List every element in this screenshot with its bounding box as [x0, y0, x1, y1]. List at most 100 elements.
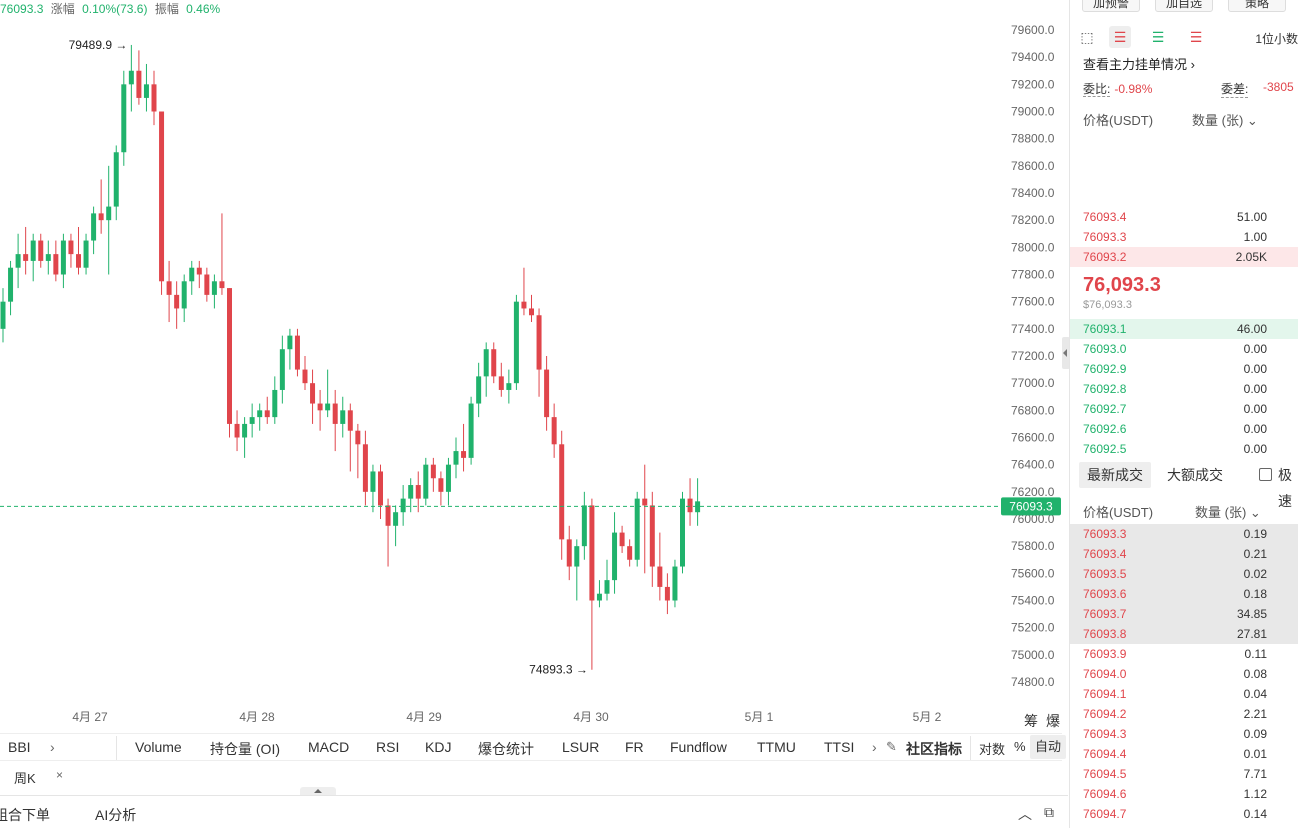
candle-body — [272, 389, 278, 418]
tab-large-trades[interactable]: 大额成交 — [1167, 467, 1223, 483]
candle-body — [143, 84, 149, 98]
kline-chart[interactable]: 79600.0 79400.0 79200.0 79000.0 78800.0 78600… — [0, 0, 1062, 730]
close-icon[interactable]: × — [56, 768, 64, 782]
orderbook-bids-icon[interactable]: ☰ — [1151, 29, 1165, 45]
tab-latest-trades[interactable]: 最新成交 — [1079, 462, 1151, 488]
candle-body — [23, 254, 29, 261]
indicator-volume[interactable]: Volume — [135, 739, 182, 755]
community-indicators[interactable]: 社区指标 — [906, 741, 962, 757]
y-tick-label: 76200.0 — [1011, 485, 1055, 499]
qty-column-header[interactable]: 数量 (张) ⌄ — [1195, 505, 1261, 520]
add-favorite-button[interactable]: 加自选 — [1155, 0, 1213, 12]
percent-scale-toggle[interactable]: % — [1014, 739, 1026, 754]
chevron-up-icon[interactable]: ︿ — [1018, 806, 1032, 822]
candle-body — [642, 498, 648, 506]
main-orders-link[interactable]: 查看主力挂单情况 › — [1083, 54, 1195, 73]
row-qty: 0.00 — [1243, 422, 1267, 436]
chevron-right-icon[interactable]: › — [872, 739, 877, 755]
candle-body — [8, 267, 14, 302]
candle-body — [249, 417, 255, 424]
chevron-right-icon[interactable]: › — [50, 739, 55, 755]
indicator-fundflow[interactable]: Fundflow — [670, 739, 727, 755]
candle-body — [506, 383, 512, 390]
layout-icon[interactable]: ⬚ — [1080, 29, 1094, 45]
indicator-ttmu[interactable]: TTMU — [757, 739, 796, 755]
indicator-fr[interactable]: FR — [625, 739, 644, 755]
precision-select[interactable]: 1位小数 — [1255, 32, 1298, 46]
orderbook-asks-icon[interactable]: ☰ — [1189, 29, 1203, 45]
row-qty: 34.85 — [1236, 607, 1267, 621]
expand-icon[interactable]: ⧉ — [1044, 804, 1054, 820]
trade-row[interactable]: 76094.2 2.21 — [1070, 704, 1298, 724]
bid-row[interactable]: 76093.0 0.00 — [1070, 339, 1298, 359]
indicator-kdj[interactable]: KDJ — [425, 739, 452, 755]
kline-chart-area[interactable]: 79600.0 79400.0 79200.0 79000.0 78800.0 78600… — [0, 0, 1062, 730]
qty-column-header[interactable]: 数量 (张) ⌄ — [1192, 113, 1258, 128]
candle-body — [128, 70, 134, 85]
period-tag[interactable]: 周K — [14, 771, 36, 786]
indicator-ttsi[interactable]: TTSI — [824, 739, 855, 755]
candle-body — [438, 478, 444, 492]
trade-row[interactable]: 76094.5 7.71 — [1070, 764, 1298, 784]
panel-toggle-handle[interactable] — [1062, 337, 1070, 369]
indicator-macd[interactable]: MACD — [308, 739, 350, 755]
bid-row[interactable]: 76093.1 46.00 — [1070, 319, 1298, 339]
candle-body — [355, 430, 361, 445]
diff-label: 委差: — [1221, 82, 1249, 98]
y-tick-label: 79000.0 — [1011, 105, 1055, 119]
log-scale-toggle[interactable]: 对数 — [979, 742, 1006, 757]
trade-row[interactable]: 76093.3 0.19 — [1070, 524, 1298, 544]
low-marker-label: 74893.3 → — [529, 662, 588, 676]
indicator-rsi[interactable]: RSI — [376, 739, 400, 755]
bid-row[interactable]: 76092.9 0.00 — [1070, 359, 1298, 379]
indicator-oi[interactable]: 持仓量 (OI) — [210, 741, 280, 757]
trade-row[interactable]: 76094.6 1.12 — [1070, 784, 1298, 804]
candle-body — [604, 580, 610, 594]
orderbook-both-icon[interactable]: ☰ — [1109, 26, 1131, 48]
y-tick-label: 76600.0 — [1011, 431, 1055, 445]
ask-row[interactable]: 76093.3 1.00 — [1070, 227, 1298, 247]
candle-body — [619, 532, 625, 547]
row-qty: 0.21 — [1243, 547, 1267, 561]
ai-analysis-tab[interactable]: AI分析 — [95, 807, 137, 823]
bid-row[interactable]: 76092.8 0.00 — [1070, 379, 1298, 399]
extreme-checkbox[interactable] — [1259, 468, 1272, 481]
trade-row[interactable]: 76093.8 27.81 — [1070, 624, 1298, 644]
combo-order-tab[interactable]: 组合下单 — [0, 807, 50, 823]
candle-body — [53, 254, 59, 275]
trade-row[interactable]: 76094.0 0.08 — [1070, 664, 1298, 684]
trade-row[interactable]: 76093.5 0.02 — [1070, 564, 1298, 584]
trade-row[interactable]: 76093.4 0.21 — [1070, 544, 1298, 564]
ask-row[interactable]: 76093.2 2.05K — [1070, 247, 1298, 267]
trade-row[interactable]: 76093.6 0.18 — [1070, 584, 1298, 604]
chips-button[interactable]: 筹 — [1024, 713, 1038, 729]
indicator-bbi[interactable]: BBI — [8, 739, 31, 755]
strategy-button[interactable]: 策略 — [1228, 0, 1286, 12]
candle-body — [264, 410, 270, 418]
trade-row[interactable]: 76094.7 0.14 — [1070, 804, 1298, 824]
trade-row[interactable]: 76094.3 0.09 — [1070, 724, 1298, 744]
auto-scale-button[interactable]: 自动 — [1030, 735, 1066, 759]
bid-row[interactable]: 76092.6 0.00 — [1070, 419, 1298, 439]
ask-row[interactable]: 76093.4 51.00 — [1070, 207, 1298, 227]
y-tick-label: 78000.0 — [1011, 240, 1055, 254]
add-alert-button[interactable]: 加预警 — [1082, 0, 1140, 12]
row-qty: 2.21 — [1243, 707, 1267, 721]
candle-body — [151, 84, 157, 112]
row-qty: 0.04 — [1243, 687, 1267, 701]
trade-row[interactable]: 76094.4 0.01 — [1070, 744, 1298, 764]
collapse-handle[interactable] — [300, 787, 336, 795]
candle-body — [287, 335, 293, 350]
candle-body — [672, 566, 678, 601]
indicator-liquidation[interactable]: 爆仓统计 — [478, 741, 534, 757]
bid-row[interactable]: 76092.5 0.00 — [1070, 439, 1298, 459]
trade-row[interactable]: 76093.9 0.11 — [1070, 644, 1298, 664]
indicator-lsur[interactable]: LSUR — [562, 739, 600, 755]
trade-row[interactable]: 76094.1 0.04 — [1070, 684, 1298, 704]
trade-row[interactable]: 76093.7 34.85 — [1070, 604, 1298, 624]
bid-row[interactable]: 76092.7 0.00 — [1070, 399, 1298, 419]
liquidation-button[interactable]: 爆 — [1046, 713, 1060, 729]
row-qty: 0.09 — [1243, 727, 1267, 741]
edit-icon[interactable]: ✎ — [886, 739, 897, 754]
candle-body — [483, 349, 489, 377]
